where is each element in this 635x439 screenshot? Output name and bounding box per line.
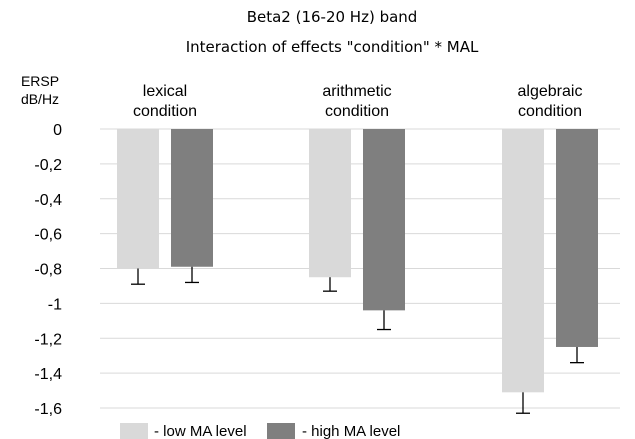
category-label: condition — [133, 103, 197, 120]
y-tick-label: -1,4 — [34, 366, 62, 383]
bar — [502, 129, 544, 393]
category-label: condition — [325, 103, 389, 120]
y-tick-label: -0,6 — [34, 227, 62, 244]
bars — [117, 129, 598, 393]
y-tick-label: -1 — [48, 296, 62, 313]
category-label: algebraic — [518, 83, 583, 100]
y-tick-labels: 0 -0,2 -0,4 -0,6 -0,8 -1 -1,2 -1,4 -1,6 — [34, 122, 62, 418]
category-label: lexical — [143, 83, 187, 100]
chart-subtitle: Interaction of effects "condition" * MAL — [186, 38, 479, 56]
y-tick-label: -1,2 — [34, 331, 62, 348]
y-tick-label: 0 — [53, 122, 62, 139]
y-tick-label: -1,6 — [34, 401, 62, 418]
y-tick-label: -0,8 — [34, 262, 62, 279]
y-tick-label: -0,4 — [34, 192, 62, 209]
legend: - low MA level - high MA level — [120, 423, 400, 439]
y-axis-label-line2: dB/Hz — [21, 91, 59, 107]
legend-swatch-high — [267, 423, 295, 439]
category-label: condition — [518, 103, 582, 120]
y-tick-label: -0,2 — [34, 157, 62, 174]
legend-label-low: - low MA level — [154, 423, 247, 439]
legend-label-high: - high MA level — [302, 423, 400, 439]
y-axis-label-line1: ERSP — [21, 73, 59, 89]
bar — [556, 129, 598, 347]
category-label: arithmetic — [322, 83, 391, 100]
legend-swatch-low — [120, 423, 148, 439]
bar — [363, 129, 405, 311]
bar — [309, 129, 351, 278]
error-bars — [131, 266, 584, 414]
chart-title: Beta2 (16-20 Hz) band — [247, 8, 418, 26]
bar — [117, 129, 159, 269]
bar — [171, 129, 213, 267]
category-labels: lexical condition arithmetic condition algeb… — [133, 83, 582, 120]
